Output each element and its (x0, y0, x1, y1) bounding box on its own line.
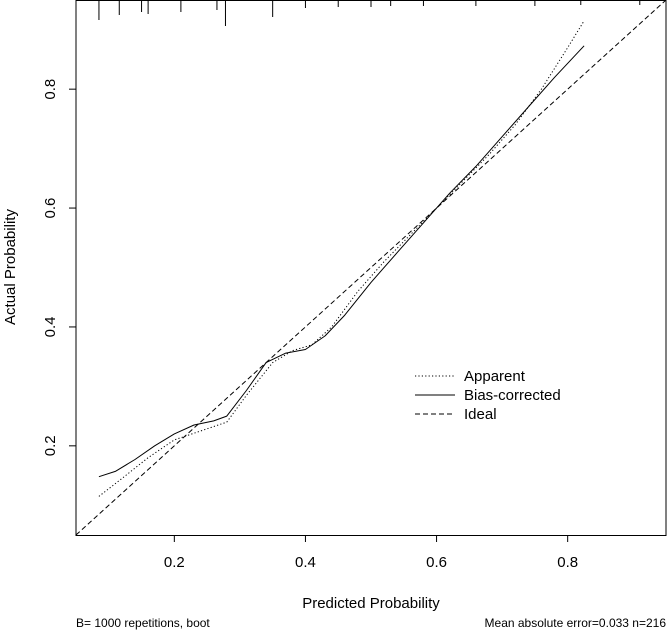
footnote-right: Mean absolute error=0.033 n=216 (485, 616, 667, 630)
legend: Apparent Bias-corrected Ideal (415, 368, 561, 423)
x-tick-label: 0.6 (426, 554, 447, 571)
y-tick-label: 0.2 (42, 435, 59, 456)
x-tick-label: 0.4 (295, 554, 316, 571)
footnote-left: B= 1000 repetitions, boot (76, 616, 210, 630)
series-line-apparent (98, 20, 585, 497)
y-tick-label: 0.4 (42, 317, 59, 338)
legend-label: Bias-corrected (464, 387, 561, 404)
x-axis: 0.2 0.4 0.6 0.8 (164, 535, 578, 571)
x-tick-label: 0.8 (557, 554, 578, 571)
y-axis: 0.2 0.4 0.6 0.8 (42, 79, 76, 456)
series-layer (75, 0, 667, 536)
rug-marks (98, 0, 641, 26)
series-line-bias-corrected (98, 45, 585, 478)
x-tick-label: 0.2 (164, 554, 185, 571)
y-tick-label: 0.8 (42, 79, 59, 100)
y-tick-label: 0.6 (42, 198, 59, 219)
series-line-ideal (75, 0, 667, 536)
x-axis-label: Predicted Probability (302, 595, 440, 612)
legend-label: Ideal (464, 406, 497, 423)
y-axis-label: Actual Probability (2, 209, 19, 325)
legend-label: Apparent (464, 368, 526, 385)
